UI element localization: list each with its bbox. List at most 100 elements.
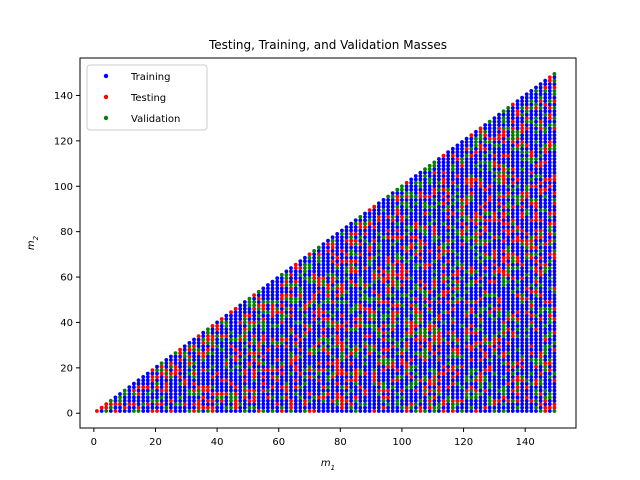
data-point (506, 146, 511, 151)
data-point (483, 395, 487, 400)
data-point (487, 232, 492, 236)
data-point (372, 296, 377, 301)
data-point (552, 385, 557, 389)
data-point (520, 371, 524, 376)
data-point (376, 218, 381, 223)
data-point (529, 201, 534, 206)
data-point (413, 375, 418, 379)
data-point (520, 140, 524, 144)
data-point (460, 334, 464, 338)
data-point (353, 358, 358, 362)
data-point (289, 368, 293, 372)
data-point (483, 327, 487, 332)
data-point (335, 313, 340, 318)
data-point (386, 303, 390, 308)
data-point (460, 187, 464, 192)
data-point (349, 242, 353, 247)
data-point (474, 337, 478, 342)
data-point (284, 361, 289, 366)
data-point (534, 289, 538, 294)
data-point (242, 303, 247, 308)
data-point (520, 191, 524, 196)
data-point (409, 198, 414, 202)
data-point (427, 344, 432, 349)
data-point (469, 262, 474, 267)
data-point (506, 378, 511, 383)
data-point (524, 358, 529, 362)
data-point (497, 160, 501, 165)
data-point (547, 146, 552, 151)
data-point (395, 249, 400, 253)
data-point (395, 324, 400, 328)
data-point (381, 272, 386, 277)
data-point (487, 368, 492, 372)
data-point (446, 286, 450, 291)
data-point (395, 269, 400, 274)
data-point (552, 262, 557, 267)
data-point (520, 286, 524, 291)
data-point (395, 198, 400, 202)
data-point (261, 378, 266, 383)
data-point (497, 153, 501, 158)
data-point (418, 378, 423, 383)
data-point (229, 337, 233, 342)
data-point (404, 320, 409, 325)
data-point (303, 378, 307, 383)
data-point (474, 381, 478, 386)
data-point (534, 405, 538, 410)
data-point (520, 174, 524, 178)
data-point (284, 354, 289, 359)
data-point (450, 300, 455, 304)
data-point (293, 327, 298, 332)
data-point (196, 368, 201, 372)
data-point (524, 269, 529, 274)
data-point (266, 388, 270, 393)
data-point (441, 395, 446, 400)
data-point (437, 283, 441, 287)
data-point (201, 330, 206, 335)
data-point (307, 344, 312, 349)
data-point (478, 388, 483, 393)
data-point (340, 286, 344, 291)
data-point (335, 398, 340, 403)
data-point (423, 286, 427, 291)
data-point (520, 221, 524, 226)
data-point (510, 351, 515, 355)
data-point (344, 272, 349, 277)
data-point (349, 385, 353, 389)
data-point (515, 378, 520, 383)
data-point (182, 368, 187, 372)
data-point (515, 245, 520, 250)
data-point (316, 266, 321, 270)
data-point (469, 337, 474, 342)
data-point (501, 177, 506, 182)
data-point (432, 320, 437, 325)
data-point (413, 255, 418, 260)
data-point (460, 272, 464, 277)
data-point (386, 204, 390, 209)
data-point (446, 221, 450, 226)
data-point (492, 286, 497, 291)
data-point (501, 255, 506, 260)
data-point (506, 211, 511, 216)
data-point (210, 395, 215, 400)
data-point (487, 184, 492, 189)
data-point (349, 249, 353, 253)
data-point (497, 163, 501, 168)
data-point (501, 215, 506, 219)
data-point (455, 395, 460, 400)
data-point (404, 334, 409, 338)
data-point (487, 180, 492, 185)
data-point (372, 354, 377, 359)
data-point (316, 293, 321, 298)
data-point (390, 215, 395, 219)
data-point (386, 324, 390, 328)
data-point (460, 361, 464, 366)
data-point (340, 317, 344, 321)
data-point (340, 272, 344, 277)
data-point (358, 337, 363, 342)
data-point (510, 249, 515, 253)
data-point (464, 378, 469, 383)
data-point (492, 191, 497, 196)
data-point (413, 324, 418, 328)
